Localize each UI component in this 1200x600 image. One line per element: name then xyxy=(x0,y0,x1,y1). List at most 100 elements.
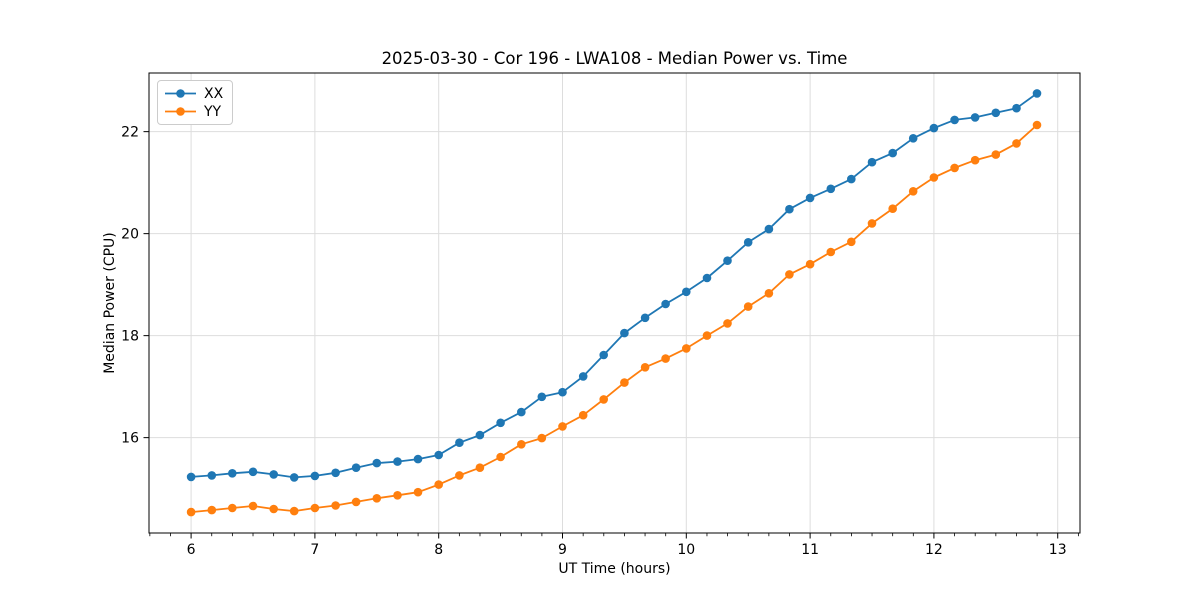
legend-marker-icon xyxy=(165,89,196,98)
data-point-YY xyxy=(351,497,361,507)
data-point-XX xyxy=(661,299,670,309)
data-point-XX xyxy=(682,287,691,297)
data-point-YY xyxy=(970,155,980,165)
legend-item-XX: XX xyxy=(164,85,223,102)
y-tick-label: 20 xyxy=(121,227,139,243)
data-point-XX xyxy=(269,470,279,479)
x-tick-label: 11 xyxy=(801,542,819,558)
data-point-YY xyxy=(496,452,505,462)
legend-label: YY xyxy=(204,103,222,120)
x-tick-label: 10 xyxy=(677,542,695,558)
data-point-YY xyxy=(867,219,877,228)
data-point-XX xyxy=(186,472,196,482)
data-point-YY xyxy=(372,494,382,503)
x-tick-label: 8 xyxy=(434,542,443,558)
data-point-YY xyxy=(289,506,299,516)
data-point-XX xyxy=(991,108,1001,118)
y-tick-label: 22 xyxy=(121,125,139,141)
data-point-XX xyxy=(620,328,629,338)
data-point-YY xyxy=(908,187,918,196)
data-point-YY xyxy=(640,363,650,372)
data-point-YY xyxy=(764,289,774,298)
data-point-XX xyxy=(743,238,753,247)
data-point-YY xyxy=(269,504,279,514)
x-tick-label: 13 xyxy=(1049,542,1067,558)
data-point-XX xyxy=(558,387,567,397)
data-point-XX xyxy=(207,471,217,480)
series-line-XX xyxy=(190,92,1038,479)
data-point-XX xyxy=(702,273,712,283)
y-tick-label: 16 xyxy=(121,431,139,447)
data-point-YY xyxy=(310,503,320,513)
data-point-YY xyxy=(413,487,423,497)
data-point-YY xyxy=(888,204,897,213)
data-point-YY xyxy=(805,259,815,269)
data-point-XX xyxy=(908,134,918,143)
data-point-YY xyxy=(847,237,856,247)
data-point-YY xyxy=(393,491,402,500)
legend-marker-icon xyxy=(165,107,196,116)
data-point-XX xyxy=(248,467,258,477)
data-point-XX xyxy=(867,157,877,167)
data-point-YY xyxy=(228,503,237,513)
data-point-XX xyxy=(599,350,608,360)
data-point-XX xyxy=(517,407,526,417)
data-point-XX xyxy=(1032,89,1042,98)
data-point-YY xyxy=(248,501,258,511)
data-point-XX xyxy=(723,256,732,266)
axes-spines xyxy=(148,72,1081,534)
x-tick-label: 7 xyxy=(310,542,319,558)
data-point-XX xyxy=(640,313,650,323)
data-point-XX xyxy=(455,438,464,448)
data-point-XX xyxy=(475,430,485,440)
legend-label: XX xyxy=(204,85,224,102)
data-point-YY xyxy=(991,150,1001,159)
data-point-YY xyxy=(207,505,217,515)
data-point-XX xyxy=(289,473,299,482)
data-point-XX xyxy=(496,418,505,428)
x-axis-label: UT Time (hours) xyxy=(558,561,671,577)
data-point-XX xyxy=(578,372,588,381)
data-point-YY xyxy=(186,507,196,517)
data-point-XX xyxy=(434,450,444,460)
data-point-XX xyxy=(785,204,794,214)
data-point-YY xyxy=(537,433,547,443)
data-point-XX xyxy=(310,471,320,481)
data-point-XX xyxy=(950,115,959,125)
data-point-YY xyxy=(517,440,526,449)
x-tick-label: 9 xyxy=(558,542,567,558)
data-point-XX xyxy=(764,224,774,234)
data-point-YY xyxy=(785,270,794,279)
data-point-XX xyxy=(351,463,361,473)
data-point-YY xyxy=(620,378,629,387)
data-point-YY xyxy=(1012,139,1021,148)
data-point-XX xyxy=(228,469,237,478)
data-point-XX xyxy=(537,392,547,402)
data-point-XX xyxy=(331,468,340,478)
data-point-YY xyxy=(929,173,939,182)
data-point-YY xyxy=(455,471,464,480)
data-point-YY xyxy=(599,395,608,404)
data-point-YY xyxy=(723,319,732,328)
data-point-YY xyxy=(475,463,485,473)
legend-item-YY: YY xyxy=(164,103,223,120)
data-point-YY xyxy=(661,354,670,363)
series-line-YY xyxy=(190,124,1038,513)
data-point-XX xyxy=(929,123,939,133)
data-point-XX xyxy=(393,457,402,466)
x-tick-label: 6 xyxy=(187,542,196,558)
data-point-XX xyxy=(847,174,856,184)
chart-title: 2025-03-30 - Cor 196 - LWA108 - Median P… xyxy=(381,49,848,68)
data-point-XX xyxy=(372,458,382,468)
data-point-XX xyxy=(1012,103,1021,113)
data-point-YY xyxy=(331,501,340,510)
data-point-YY xyxy=(702,331,712,340)
data-point-YY xyxy=(826,247,836,257)
data-point-XX xyxy=(888,148,897,158)
data-point-XX xyxy=(805,193,815,203)
data-point-YY xyxy=(1032,120,1042,130)
x-tick-label: 12 xyxy=(925,542,943,558)
data-point-YY xyxy=(578,410,588,420)
